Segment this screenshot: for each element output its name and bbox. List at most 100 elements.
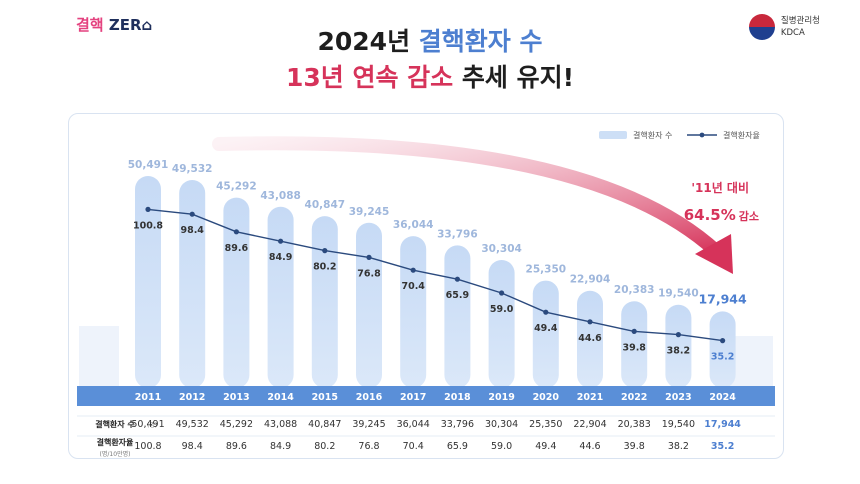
bar-2018 [444, 245, 471, 388]
table-cell: 84.9 [270, 441, 291, 452]
rate-value-label: 39.8 [622, 342, 646, 353]
logo-word: 결핵 [76, 16, 104, 34]
table-row-label: 결핵환자율 [97, 437, 134, 447]
table-cell: 36,044 [397, 419, 430, 430]
x-tick-label: 2021 [577, 392, 603, 403]
rate-value-label: 84.9 [269, 252, 292, 263]
bar-value-label: 39,245 [349, 206, 390, 218]
table-cell: 70.4 [403, 441, 424, 452]
table-cell: 65.9 [447, 441, 468, 452]
logo: 결핵 ZER⌂ [76, 14, 152, 35]
bar-2021 [577, 290, 603, 388]
rate-point-2011 [145, 206, 151, 212]
x-tick-label: 2013 [223, 392, 249, 403]
rate-point-2019 [499, 290, 505, 296]
table-cell: 49,532 [176, 419, 209, 430]
x-tick-label: 2014 [267, 392, 294, 403]
table-cell: 43,088 [264, 419, 297, 430]
x-tick-label: 2020 [533, 392, 560, 403]
agency-name-en: KDCA [780, 28, 805, 38]
bar-2014 [267, 206, 294, 388]
table-cell: 50,491 [131, 419, 164, 430]
chart: 50,491 49,53245,29243,08840,84739,24536,0… [77, 130, 775, 458]
table-row-unit: (명/10만명) [100, 450, 131, 458]
x-tick-label: 2011 [135, 392, 161, 403]
headline-year: 2024년 [317, 27, 419, 56]
rate-value-label: 100.8 [133, 220, 163, 231]
bar-2022 [621, 301, 648, 388]
rate-value-label: 49.4 [534, 323, 558, 334]
bar-2020 [532, 280, 559, 388]
rate-value-label: 70.4 [401, 281, 425, 292]
table-cell: 35.2 [711, 441, 734, 452]
table-cell: 89.6 [226, 441, 247, 452]
bar-value-label: 33,796 [437, 228, 478, 240]
table-cell: 38.2 [668, 441, 689, 452]
agency-name: 질병관리청 [780, 16, 820, 26]
annotation-line2: 64.5% 감소 [684, 206, 759, 224]
x-tick-label: 2023 [665, 392, 691, 403]
rate-point-2017 [410, 267, 416, 273]
table-cell: 22,904 [573, 419, 606, 430]
table-cell: 80.2 [314, 441, 335, 452]
bar-value-label: 30,304 [481, 243, 522, 255]
rate-point-2018 [454, 276, 460, 282]
headline-trend: 추세 유지! [453, 63, 574, 92]
rate-point-2023 [675, 332, 682, 338]
rate-point-2016 [366, 254, 372, 260]
rate-value-label: 76.8 [357, 268, 381, 279]
table-cell: 98.4 [182, 441, 203, 452]
x-tick-label: 2022 [621, 392, 647, 403]
bar-value-label: 45,292 [216, 181, 257, 193]
rate-point-2012 [189, 211, 195, 217]
skyline-decor [79, 326, 119, 386]
chart-card: 50,491 49,532 45,292 43,088 40,847 39,245 36,0… [68, 113, 784, 459]
bar-2017 [400, 236, 427, 388]
decline-arrow-head [695, 234, 733, 274]
table-cell: 39.8 [624, 441, 645, 452]
rate-point-2013 [233, 229, 239, 235]
kdca-seal-icon [748, 14, 775, 40]
table-cell: 49.4 [535, 441, 556, 452]
table-cell: 59.0 [491, 441, 512, 452]
bar-2019 [488, 259, 515, 388]
bar-2012 [179, 179, 206, 388]
legend-line-label: 결핵환자율 [723, 130, 760, 140]
rate-point-2024 [720, 338, 726, 344]
headline: 2024년 결핵환자 수 13년 연속 감소 추세 유지! [0, 24, 860, 96]
x-tick-label: 2015 [312, 392, 338, 403]
rate-value-label: 44.6 [578, 333, 602, 344]
rate-point-2021 [587, 319, 593, 325]
bar-value-label: 43,088 [260, 190, 301, 202]
annotation-word: 감소 [739, 209, 759, 223]
bar-value-label: 17,944 [698, 291, 747, 306]
x-tick-label: 2012 [179, 392, 205, 403]
x-tick-label: 2019 [488, 392, 514, 403]
bar-2023 [665, 304, 692, 388]
table-cell: 39,245 [352, 419, 385, 430]
x-tick-label: 2024 [709, 392, 736, 403]
legend-bar-swatch [599, 131, 627, 139]
table-cell: 33,796 [441, 419, 474, 430]
table-cell: 20,383 [618, 419, 651, 430]
rate-value-label: 35.2 [711, 352, 734, 363]
bar-value-label: 49,532 [172, 163, 213, 175]
logo-glyph: ⌂ [141, 16, 153, 34]
table-cell: 45,292 [220, 419, 253, 430]
skyline-decor [729, 336, 773, 386]
table-cell: 44.6 [579, 441, 600, 452]
rate-value-label: 80.2 [313, 262, 336, 273]
rate-value-label: 38.2 [667, 346, 690, 357]
rate-value-label: 59.0 [490, 304, 514, 315]
table-cell: 100.8 [134, 441, 161, 452]
table-cell: 76.8 [358, 441, 379, 452]
bar-value-label: 50,491 [128, 159, 169, 171]
bar-2011 [135, 176, 161, 388]
table-cell: 19,540 [662, 419, 695, 430]
headline-emphasis: 13년 연속 감소 [285, 63, 454, 92]
table-cell: 25,350 [529, 419, 562, 430]
x-axis-band [77, 386, 775, 406]
bar-value-label: 40,847 [305, 199, 346, 211]
table-cell: 17,944 [704, 419, 741, 430]
headline-subject: 결핵환자 수 [418, 27, 543, 56]
